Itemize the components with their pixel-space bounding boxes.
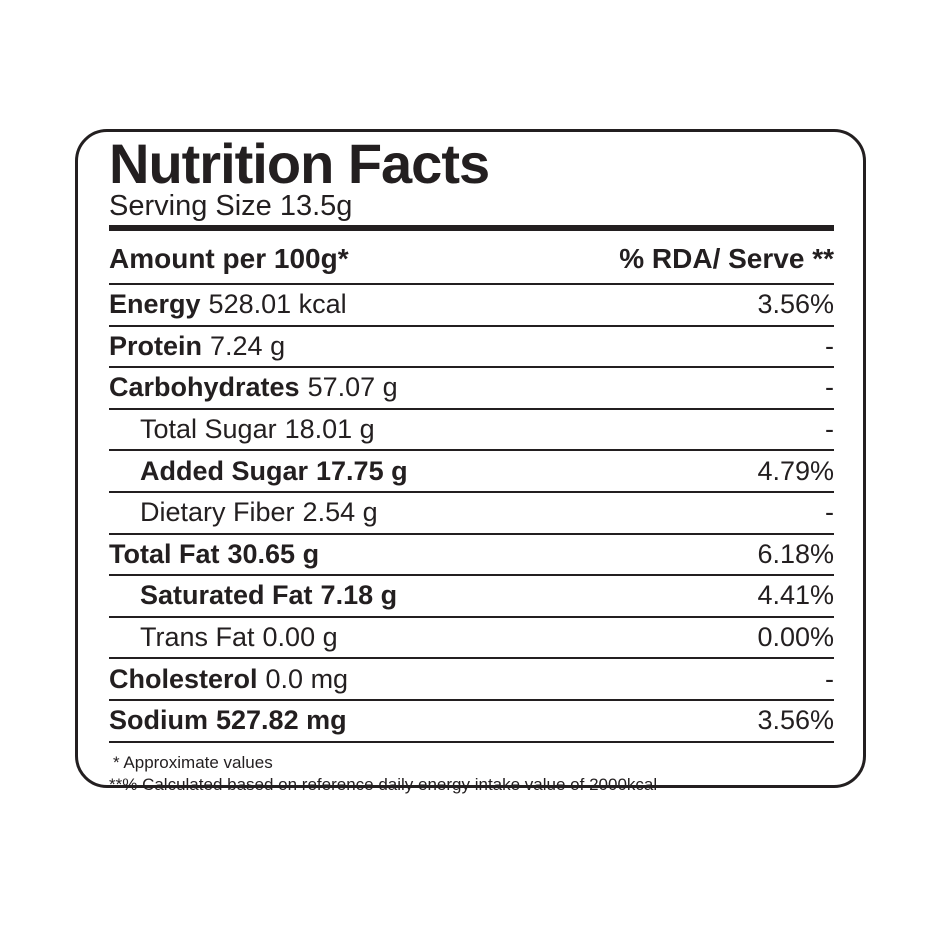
nutrient-value: 57.07 g [307,372,398,403]
nutrient-rda-value: - [825,663,834,694]
nutrient-value: 527.82 mg [216,705,347,736]
nutrient-rda-value: 0.00% [757,622,834,653]
footnote-approximate-values: * Approximate values [113,752,273,772]
nutrient-name: Dietary Fiber [140,497,295,528]
nutrient-label-group: Trans Fat 0.00 g [109,622,338,653]
nutrient-label-group: Cholesterol 0.0 mg [109,664,348,695]
nutrient-rda-value: 4.41% [757,580,834,611]
nutrient-row: Added Sugar 17.75 g 4.79% [109,451,834,493]
nutrient-rda-value: - [825,372,834,403]
nutrient-name: Sodium [109,705,208,736]
nutrient-label-group: Saturated Fat 7.18 g [109,580,397,611]
nutrient-name: Trans Fat [140,622,255,653]
nutrient-rda-value: 6.18% [757,538,834,569]
nutrient-value: 7.24 g [210,330,286,361]
nutrient-value: 0.00 g [262,622,338,653]
nutrient-value: 2.54 g [302,497,378,528]
footnote-rda-basis: **% Calculated based on reference daily … [109,774,658,794]
nutrient-name: Total Fat [109,538,220,569]
nutrient-row: Protein 7.24 g - [109,327,834,369]
footnotes: * Approximate values **% Calculated base… [109,743,834,796]
nutrient-rda-value: 4.79% [757,455,834,486]
nutrient-row: Energy 528.01 kcal 3.56% [109,285,834,327]
nutrient-name: Energy [109,289,201,320]
nutrient-rda-value: - [825,330,834,361]
nutrient-rows: Energy 528.01 kcal 3.56% Protein 7.24 g … [109,285,834,743]
nutrient-row: Total Sugar 18.01 g - [109,410,834,452]
nutrient-name: Cholesterol [109,663,258,694]
nutrient-rda-value: 3.56% [757,289,834,320]
nutrient-rda-value: 3.56% [757,705,834,736]
nutrient-value: 7.18 g [320,580,398,611]
nutrient-value: 528.01 kcal [208,289,347,320]
thick-divider [109,225,834,231]
nutrient-label-group: Total Sugar 18.01 g [109,414,375,445]
nutrient-name: Added Sugar [140,455,309,486]
nutrient-row: Dietary Fiber 2.54 g - [109,493,834,535]
nutrient-rda-value: - [825,414,834,445]
nutrient-name: Saturated Fat [140,580,313,611]
nutrient-row: Cholesterol 0.0 mg - [109,659,834,701]
nutrient-name: Protein [109,330,203,361]
nutrient-label-group: Energy 528.01 kcal [109,289,347,320]
nutrient-value: 30.65 g [227,538,320,569]
nutrient-label-group: Sodium 527.82 mg [109,705,347,736]
nutrient-row: Sodium 527.82 mg 3.56% [109,701,834,743]
column-header-rda: % RDA/ Serve ** [619,243,834,274]
column-header-row: Amount per 100g* % RDA/ Serve ** [109,231,834,285]
nutrient-value: 18.01 g [284,414,375,445]
nutrition-facts-label: Nutrition Facts Serving Size 13.5g Amoun… [75,129,866,794]
nutrient-label-group: Carbohydrates 57.07 g [109,372,398,403]
nutrient-row: Saturated Fat 7.18 g 4.41% [109,576,834,618]
label-title: Nutrition Facts [109,132,490,195]
serving-size: Serving Size 13.5g [109,190,353,222]
column-header-amount: Amount per 100g* [109,243,349,274]
nutrient-value: 17.75 g [316,455,408,486]
nutrient-name: Carbohydrates [109,372,300,403]
nutrient-row: Trans Fat 0.00 g 0.00% [109,618,834,660]
nutrient-label-group: Total Fat 30.65 g [109,539,319,570]
nutrient-label-group: Dietary Fiber 2.54 g [109,497,378,528]
nutrient-value: 0.0 mg [265,663,349,694]
nutrient-row: Carbohydrates 57.07 g - [109,368,834,410]
nutrient-label-group: Protein 7.24 g [109,331,285,362]
nutrient-name: Total Sugar [140,414,277,445]
nutrient-label-group: Added Sugar 17.75 g [109,456,408,487]
nutrient-rda-value: - [825,497,834,528]
nutrient-row: Total Fat 30.65 g 6.18% [109,535,834,577]
